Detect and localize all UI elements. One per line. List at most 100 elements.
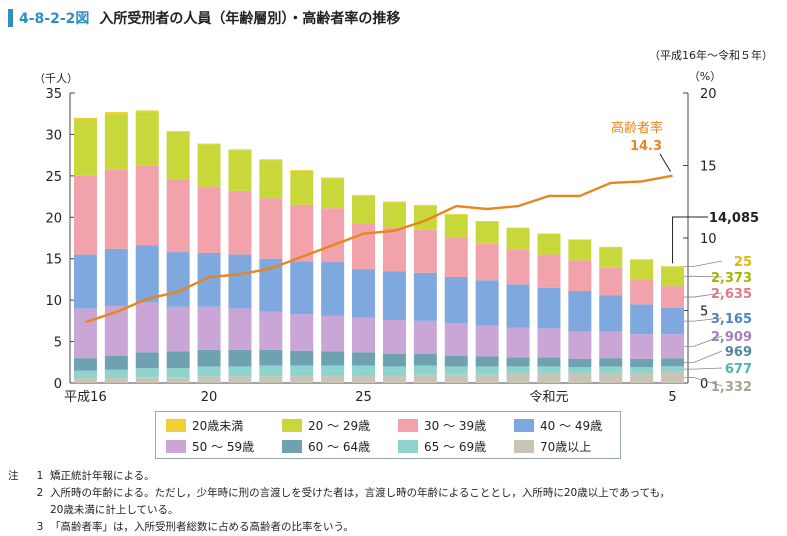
bar-segment-3	[73, 308, 97, 359]
bar-segment-2	[197, 349, 221, 367]
bar-segment-6	[259, 160, 283, 199]
bar-segment-7	[104, 112, 128, 114]
x-tick-label: 平成16	[64, 390, 107, 405]
series-end-leader	[684, 350, 723, 363]
legend-swatch	[282, 440, 302, 453]
note-prefix	[8, 502, 30, 519]
bar-segment-4	[290, 261, 314, 315]
bar-segment-4	[382, 271, 406, 321]
bar-segment-4	[506, 284, 530, 328]
bar-segment-5	[228, 190, 252, 255]
legend-label: 20歳未満	[192, 419, 244, 433]
bar-segment-0	[537, 373, 561, 383]
legend: 20歳未満 20 ～ 29歳 30 ～ 39歳 40 ～ 49歳 50 ～ 59歳 60 …	[155, 411, 621, 459]
bar-segment-1	[444, 366, 468, 375]
bar-segment-1	[73, 370, 97, 379]
bar-segment-3	[290, 314, 314, 351]
bar-segment-4	[73, 254, 97, 309]
bar-segment-1	[661, 366, 685, 372]
bar-segment-4	[568, 291, 592, 332]
bar-segment-4	[228, 254, 252, 309]
bar-segment-0	[135, 377, 159, 383]
legend-item: 40 ～ 49歳	[514, 417, 602, 434]
bar-segment-0	[599, 373, 623, 383]
bar-segment-3	[568, 331, 592, 359]
bar-segment-3	[413, 320, 437, 354]
bar-segment-1	[506, 366, 530, 374]
note-row: 2 入所時の年齢による。ただし，少年時に刑の言渡しを受けた者は，言渡し時の年齢によ…	[8, 485, 671, 502]
rate-line	[85, 174, 673, 324]
legend-item: 50 ～ 59歳	[166, 438, 254, 455]
bar-segment-5	[104, 169, 128, 249]
bar-segment-5	[413, 229, 437, 273]
bar-segment-2	[104, 355, 128, 370]
bar-segment-2	[506, 357, 530, 367]
bar-segment-1	[104, 369, 128, 379]
bar-segment-1	[166, 368, 190, 378]
bar-segment-3	[475, 325, 499, 357]
bar-segment-0	[444, 374, 468, 383]
series-end-label: 677	[725, 362, 752, 377]
bar-segment-3	[104, 305, 128, 356]
legend-swatch	[398, 440, 418, 453]
note-text: 20歳未満に計上している。	[50, 504, 179, 516]
bar-segment-7	[228, 149, 252, 151]
bar-segment-4	[104, 248, 128, 306]
bar-segment-1	[135, 368, 159, 378]
bar-segment-7	[259, 159, 283, 161]
bar-segment-7	[382, 201, 406, 203]
bar-segment-6	[104, 113, 128, 170]
bar-segment-4	[444, 276, 468, 324]
bar-segment-0	[630, 373, 654, 383]
bar-segment-5	[73, 175, 97, 255]
bar-segment-1	[568, 367, 592, 374]
bar-segment-2	[228, 349, 252, 367]
bar-segment-4	[599, 295, 623, 332]
bar-segment-5	[382, 227, 406, 272]
bar-segment-2	[321, 351, 345, 366]
note-text: 「高齢者率」は，入所受刑者総数に占める高齢者の比率をいう。	[50, 521, 354, 533]
legend-label: 65 ～ 69歳	[424, 440, 487, 454]
legend-item: 70歳以上	[514, 438, 591, 455]
legend-swatch	[514, 419, 534, 432]
bar-segment-5	[197, 186, 221, 253]
bar-segment-1	[599, 366, 623, 374]
right-tick-label: 20	[700, 87, 717, 102]
bar-segment-3	[197, 306, 221, 350]
bar-segment-7	[290, 170, 314, 171]
bar-segment-3	[352, 317, 376, 353]
bar-segment-6	[352, 195, 376, 224]
series-end-label: 3,165	[711, 312, 752, 327]
legend-item: 65 ～ 69歳	[398, 438, 486, 455]
bar-segment-2	[630, 358, 654, 368]
rate-label: 高齢者率	[611, 120, 663, 136]
bar-segment-1	[259, 365, 283, 377]
note-prefix: 注	[8, 470, 19, 482]
legend-label: 70歳以上	[540, 440, 592, 454]
bar-segment-2	[382, 354, 406, 367]
legend-swatch	[166, 419, 186, 432]
bar-segment-2	[166, 351, 190, 369]
bar-segment-1	[290, 365, 314, 376]
series-end-leader	[684, 377, 723, 387]
bar-segment-1	[197, 366, 221, 377]
legend-swatch	[514, 440, 534, 453]
bar-segment-0	[382, 375, 406, 383]
bar-segment-6	[382, 202, 406, 228]
bar-segment-6	[568, 239, 592, 261]
series-end-label: 969	[725, 345, 752, 360]
bar-segment-2	[135, 352, 159, 369]
bar-segment-0	[413, 374, 437, 383]
bar-segment-7	[352, 194, 376, 196]
bar-segment-0	[475, 374, 499, 383]
bar-segment-5	[599, 267, 623, 296]
bar-segment-2	[537, 357, 561, 367]
bar-segment-7	[444, 213, 468, 215]
bar-segment-0	[197, 376, 221, 383]
note-number: 1	[36, 470, 44, 482]
left-tick-label: 15	[45, 253, 62, 268]
bar-segment-7	[197, 143, 221, 145]
bar-segment-2	[352, 352, 376, 366]
legend-swatch	[282, 419, 302, 432]
left-tick-label: 10	[45, 294, 62, 309]
